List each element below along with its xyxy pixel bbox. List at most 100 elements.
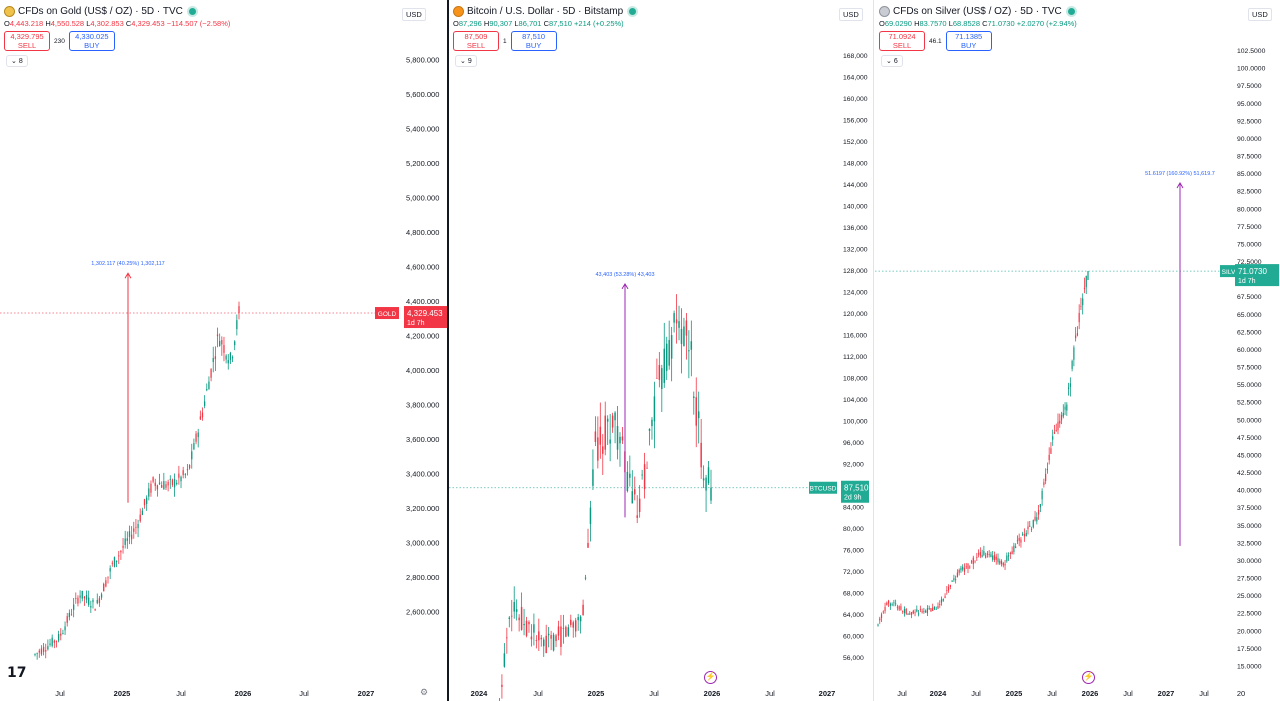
x-axis-tick-label: 20 bbox=[1237, 689, 1245, 698]
indicators-collapse-button[interactable]: ⌄ 8 bbox=[6, 55, 28, 67]
x-axis-tick-label: 2027 bbox=[358, 689, 375, 698]
silver-symbol-title[interactable]: CFDs on Silver (US$ / OZ) · 5D · TVC bbox=[893, 6, 1062, 17]
candle-body bbox=[525, 620, 528, 636]
y-axis-tick-label: 4,600.000 bbox=[406, 262, 439, 271]
candle-body bbox=[916, 609, 918, 612]
symbol-tag bbox=[375, 307, 399, 320]
candle-body bbox=[614, 412, 616, 421]
candle-body bbox=[1029, 525, 1031, 527]
btc-symbol-title[interactable]: Bitcoin / U.S. Dollar · 5D · Bitstamp bbox=[467, 6, 624, 17]
candle-body bbox=[238, 306, 240, 314]
candle-body bbox=[176, 482, 178, 484]
candle-body bbox=[641, 474, 643, 476]
candle-body bbox=[942, 599, 944, 601]
pane-divider[interactable] bbox=[447, 0, 449, 701]
close-value: 4,329.453 bbox=[131, 19, 165, 28]
gear-icon[interactable]: ⚙ bbox=[420, 687, 429, 697]
currency-button[interactable]: USD bbox=[839, 8, 863, 21]
y-axis-tick-label: 2,800.000 bbox=[406, 573, 439, 582]
tradingview-logo[interactable]: 17 bbox=[7, 665, 27, 681]
silver-symbol-header[interactable]: CFDs on Silver (US$ / OZ) · 5D · TVC bbox=[879, 6, 1075, 17]
bitcoin-candlestick-chart[interactable]: 168,000164,000160,000156,000152,000148,0… bbox=[449, 0, 873, 701]
x-axis-tick-label: 2024 bbox=[930, 689, 948, 698]
silver-chart-pane[interactable]: 102.5000 100.0000 97.5000 95.0000 92.5000 90.… bbox=[875, 0, 1280, 701]
symbol-tag-label: GOLD bbox=[378, 311, 397, 318]
close-value: 71.0730 bbox=[987, 19, 1015, 28]
x-axis-tick-label: 2026 bbox=[235, 689, 252, 698]
currency-button[interactable]: USD bbox=[402, 8, 426, 21]
btc-trade-buttons: 87,509 SELL 1 87,510 BUY bbox=[453, 31, 557, 51]
candle-body bbox=[508, 617, 511, 619]
y-axis-tick-label: 160,000 bbox=[843, 96, 868, 103]
indicators-collapse-button[interactable]: ⌄ 9 bbox=[455, 55, 477, 67]
candle-body bbox=[156, 485, 159, 490]
candle-body bbox=[577, 617, 579, 621]
candle-body bbox=[79, 595, 81, 598]
candle-body bbox=[946, 590, 948, 591]
candle-body bbox=[557, 626, 560, 636]
candle-body bbox=[884, 606, 886, 612]
y-axis-tick-label: 3,800.000 bbox=[406, 400, 439, 409]
candle-body bbox=[1053, 432, 1056, 434]
candle-body bbox=[1060, 415, 1063, 421]
candle-body bbox=[690, 341, 693, 350]
candle-body bbox=[910, 611, 913, 616]
x-axis-tick-label: 2027 bbox=[1158, 689, 1175, 698]
bitcoin-chart-pane[interactable]: 168,000 164,000 160,000 156,000 152,000 148,0… bbox=[449, 0, 873, 701]
btc-ohlc-legend: O87,296 H90,307 L86,701 C87,510 +214 (+0… bbox=[453, 19, 624, 28]
candle-body bbox=[1023, 534, 1026, 537]
y-axis-tick-label: 17.5000 bbox=[1237, 646, 1262, 653]
candle-body bbox=[1032, 520, 1034, 528]
symbol-tag-label: BTCUSD bbox=[810, 486, 837, 493]
pane-divider[interactable] bbox=[873, 0, 874, 701]
btc-symbol-header[interactable]: Bitcoin / U.S. Dollar · 5D · Bitstamp bbox=[453, 6, 637, 17]
candle-body bbox=[105, 580, 107, 587]
sell-button[interactable]: 87,509 SELL bbox=[453, 31, 499, 51]
candle-body bbox=[1062, 412, 1064, 417]
candle-body bbox=[921, 611, 923, 613]
change-value: −114.507 (−2.58%) bbox=[166, 19, 231, 28]
candle-body bbox=[587, 542, 589, 548]
candle-body bbox=[1064, 406, 1066, 410]
buy-button[interactable]: 87,510 BUY bbox=[510, 31, 557, 51]
silver-candlestick-chart[interactable]: 102.5000 100.0000 97.5000 95.0000 92.5000 90.… bbox=[875, 0, 1280, 701]
spread-value: 46.1 bbox=[929, 37, 942, 45]
candle-body bbox=[1011, 551, 1013, 554]
candle-body bbox=[665, 343, 668, 371]
candle-body bbox=[1002, 563, 1004, 566]
candle-body bbox=[702, 478, 705, 481]
y-axis-tick-label: 15.0000 bbox=[1237, 663, 1262, 670]
buy-button[interactable]: 4,330.025 BUY bbox=[68, 31, 115, 51]
open-value: 87,296 bbox=[458, 19, 482, 28]
y-axis-tick-label: 22.5000 bbox=[1237, 611, 1262, 618]
sell-button[interactable]: 71.0924 SELL bbox=[879, 31, 925, 51]
candle-body bbox=[201, 412, 204, 418]
y-axis-tick-label: 47.5000 bbox=[1237, 435, 1262, 442]
candle-body bbox=[604, 415, 606, 450]
gold-symbol-title[interactable]: CFDs on Gold (US$ / OZ) · 5D · TVC bbox=[18, 6, 183, 17]
y-axis-tick-label: 56,000 bbox=[843, 655, 864, 662]
candle-body bbox=[965, 566, 967, 568]
lightning-icon[interactable]: ⚡ bbox=[1082, 671, 1095, 684]
x-axis-tick-label: 2026 bbox=[1082, 689, 1099, 698]
candle-body bbox=[661, 368, 663, 389]
gold-chart-pane[interactable]: 5,800.000 5,600.000 5,400.000 5,200.000 5,00… bbox=[0, 0, 448, 701]
gold-symbol-header[interactable]: CFDs on Gold (US$ / OZ) · 5D · TVC bbox=[4, 6, 196, 17]
candle-body bbox=[113, 557, 116, 567]
candle-body bbox=[928, 608, 930, 609]
candle-body bbox=[589, 507, 592, 524]
candle-body bbox=[533, 624, 535, 633]
gold-candlestick-chart[interactable]: 5,800.000 5,600.000 5,400.000 5,200.000 5,00… bbox=[0, 0, 448, 701]
currency-button[interactable]: USD bbox=[1248, 8, 1272, 21]
candle-body bbox=[944, 596, 946, 598]
indicators-collapse-button[interactable]: ⌄ 6 bbox=[881, 55, 903, 67]
candle-body bbox=[1009, 552, 1011, 554]
candle-body bbox=[895, 603, 897, 605]
candle-body bbox=[914, 612, 916, 614]
lightning-icon[interactable]: ⚡ bbox=[704, 671, 717, 684]
candle-body bbox=[94, 609, 96, 611]
buy-button[interactable]: 71.1385 BUY bbox=[945, 31, 992, 51]
candle-body bbox=[115, 560, 118, 563]
candle-body bbox=[523, 623, 525, 626]
sell-button[interactable]: 4,329.795 SELL bbox=[4, 31, 50, 51]
